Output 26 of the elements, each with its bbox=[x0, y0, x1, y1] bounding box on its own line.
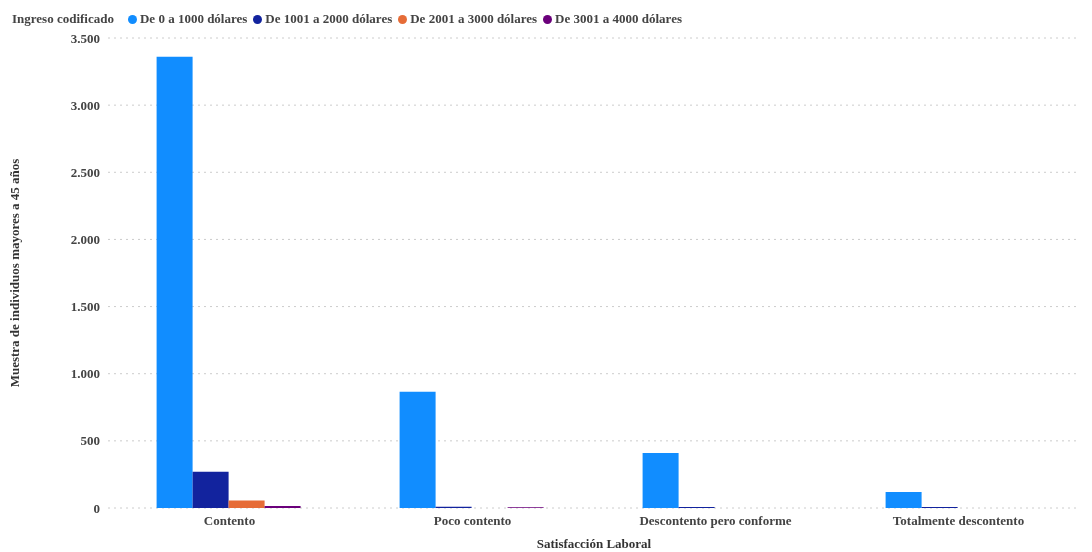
bar bbox=[399, 391, 436, 508]
y-tick-label: 2.000 bbox=[70, 232, 100, 248]
legend-label: De 0 a 1000 dólares bbox=[138, 11, 248, 27]
y-tick-label: 0 bbox=[93, 500, 100, 516]
bar bbox=[156, 56, 193, 508]
y-tick-label: 500 bbox=[80, 433, 100, 449]
x-tick-label: Totalmente descontento bbox=[892, 513, 1025, 529]
legend-label: De 3001 a 4000 dólares bbox=[554, 11, 682, 27]
legend-label: De 1001 a 2000 dólares bbox=[264, 11, 393, 27]
x-tick-label: Descontento pero conforme bbox=[639, 513, 792, 529]
legend-label: De 2001 a 3000 dólares bbox=[409, 11, 538, 27]
bar bbox=[885, 491, 922, 508]
legend-title: Ingreso codificado bbox=[12, 11, 114, 27]
bar bbox=[264, 505, 301, 508]
y-tick-label: 3.000 bbox=[70, 97, 100, 113]
x-axis-title: Satisfacción Laboral bbox=[536, 536, 652, 551]
bar bbox=[192, 471, 229, 508]
y-axis-title: Muestra de individuos mayores a 45 años bbox=[6, 158, 22, 388]
bar bbox=[228, 500, 265, 508]
bar bbox=[642, 452, 679, 508]
y-tick-label: 1.000 bbox=[70, 366, 100, 382]
y-tick-label: 1.500 bbox=[70, 299, 100, 315]
x-tick-label: Contento bbox=[203, 513, 256, 529]
y-tick-label: 3.500 bbox=[70, 30, 100, 46]
x-tick-label: Poco contento bbox=[433, 513, 512, 529]
y-tick-label: 2.500 bbox=[70, 164, 100, 180]
